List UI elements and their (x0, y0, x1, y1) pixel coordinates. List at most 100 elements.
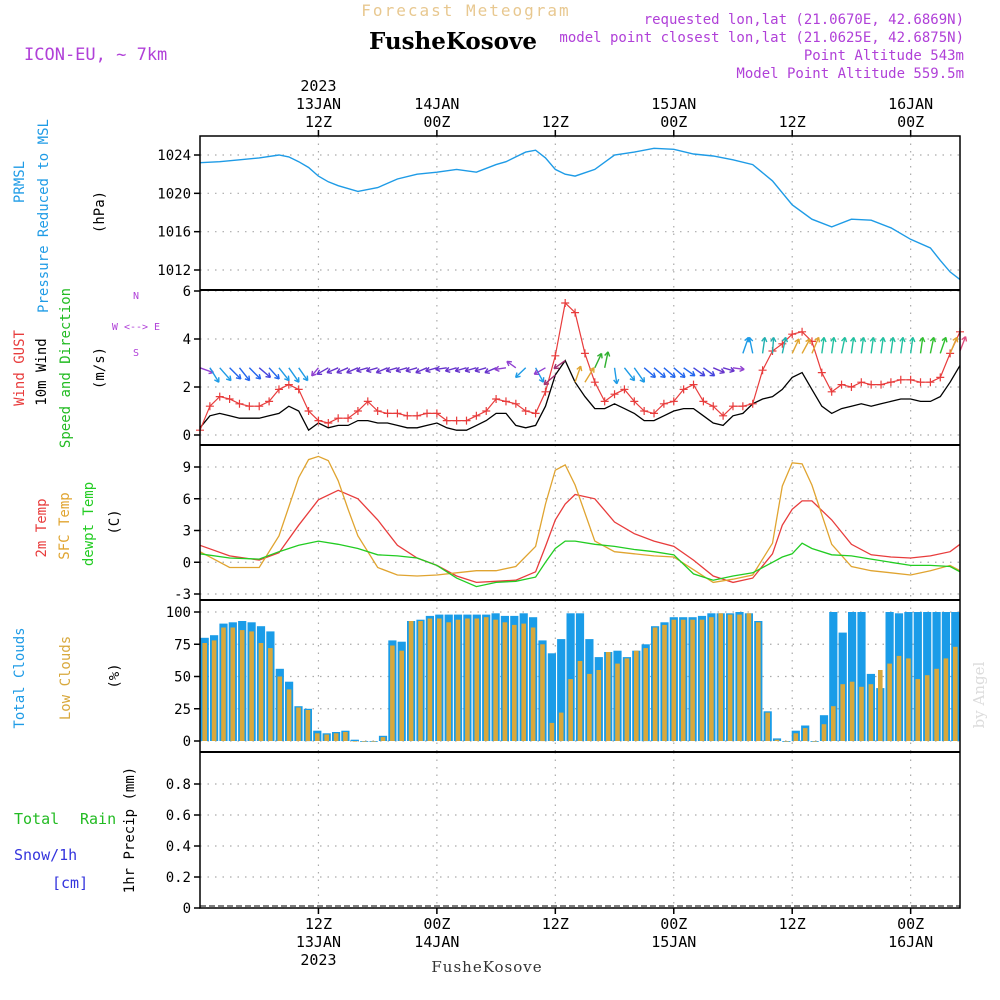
low-cloud-bar (849, 681, 855, 741)
wind-vector-shaft (663, 367, 676, 378)
wind-vector (336, 367, 349, 374)
wind-10m-label: 10m Wind (34, 338, 50, 405)
wind-vector-head (919, 336, 926, 343)
wind-vector-shaft (584, 367, 595, 383)
time-label-top: 16JAN (888, 95, 933, 113)
plot-area: 1012 1016 1020 1024 0 2 4 6 -3 0 3 6 9 0 25 50 75 100 0 0.2… (157, 77, 968, 969)
precip-snow-unit: [cm] (52, 874, 88, 892)
wind-vector-shaft (336, 367, 349, 374)
low-cloud-bar (493, 619, 498, 741)
wind-vector-shaft (258, 367, 271, 378)
wind-vector-head (543, 379, 550, 386)
wind-vector-head (830, 336, 837, 343)
wind-vector-shaft (574, 365, 582, 383)
wind-vector (613, 367, 620, 385)
wind-vector-shaft (870, 337, 875, 354)
wind-gust-marker (363, 397, 372, 406)
wind-gust-marker (669, 397, 678, 406)
wind-vector-head (225, 375, 232, 382)
wind-vector (712, 367, 726, 374)
wind-vector-shaft (356, 367, 368, 372)
wind-vector-head (405, 366, 411, 373)
wind-vector-head (553, 363, 560, 370)
wind-vector-shaft (603, 351, 609, 368)
wind-gust-marker (689, 380, 698, 389)
wind-vector-shaft (742, 337, 750, 354)
wind-vector-shaft (435, 367, 447, 371)
wind-gust-marker (294, 385, 303, 394)
wind-vector-shaft (919, 337, 924, 354)
low-cloud-bar (709, 617, 714, 741)
wind-vector (820, 336, 827, 354)
wind-vector (316, 367, 329, 376)
wind-vector (603, 351, 611, 368)
wind-vector-shaft (722, 367, 735, 372)
wind-vector (702, 367, 716, 377)
wind-gust-marker (867, 380, 876, 389)
wind-vector (899, 336, 906, 354)
wind-vector-shaft (278, 367, 290, 382)
wind-vector-shaft (506, 360, 517, 369)
low-cloud-bar (662, 624, 667, 741)
low-cloud-bar (784, 741, 789, 742)
wind-gust-marker (215, 392, 224, 401)
wind-vector-shaft (219, 367, 232, 382)
wind-vector-shaft (594, 353, 603, 369)
wind-gust-marker (847, 383, 856, 391)
low-cloud-bar (399, 650, 404, 741)
low-cloud-bar (483, 617, 489, 741)
temp-labels: 2m Temp SFC Temp dewpt Temp (C) (34, 482, 123, 566)
time-label-bottom: 00Z (660, 915, 687, 933)
wind-vector (506, 360, 517, 369)
wind-gust-marker (225, 395, 234, 403)
wind-vector (385, 366, 398, 373)
wind-gust-marker (600, 397, 609, 406)
low-cloud-bar (802, 728, 808, 741)
wind-vector-head (365, 366, 372, 373)
compass-north: N (133, 291, 139, 302)
wind-vector-shaft (425, 367, 438, 372)
wind-vector-head (425, 366, 431, 373)
wind-vector-head (576, 365, 583, 372)
wind-gust-marker (551, 351, 560, 360)
time-label-bottom: 14JAN (414, 933, 459, 951)
total-cloud-bar (547, 653, 556, 741)
wind-vector (229, 367, 242, 380)
low-cloud-bar (746, 613, 752, 741)
low-cloud-bar (521, 623, 526, 741)
prmsl-label: PRMSL (12, 161, 28, 203)
low-cloud-bar (352, 741, 358, 742)
wind-gust-marker (442, 416, 451, 425)
point-altitude: Point Altitude 543m (804, 48, 964, 64)
wind-vector (673, 367, 686, 379)
wind-vector-head (820, 336, 827, 343)
low-cloud-bar (690, 619, 695, 741)
wind-vector-head (689, 370, 696, 377)
time-label-bottom: 12Z (779, 915, 806, 933)
wind-vector-shaft (474, 367, 487, 372)
time-label-bottom: 2023 (300, 951, 336, 969)
wind-vector-head (719, 368, 726, 374)
wind-vector (533, 367, 546, 376)
y-tick-label: 0 (183, 555, 191, 571)
low-cloud-bar (211, 640, 217, 741)
low-cloud-bar (943, 658, 949, 741)
wind-vector-shaft (959, 336, 967, 352)
wind-vector-head (474, 366, 481, 373)
y-tick-label: 0 (183, 901, 191, 917)
low-cloud-bar (446, 622, 451, 741)
y-tick-label: 25 (174, 702, 191, 718)
wind-vector (415, 367, 428, 374)
wind-vector-head (385, 366, 392, 373)
low-cloud-bar (652, 627, 658, 741)
wind-vector (929, 336, 937, 354)
temp-sfc-label: SFC Temp (57, 492, 73, 559)
wind-vector-head (375, 368, 382, 374)
wind-vector (889, 336, 896, 354)
total-cloud-bar (350, 739, 359, 741)
temp-unit: (C) (107, 509, 123, 534)
wind-vector-head (747, 336, 754, 343)
pressure-labels: PRMSL Pressure Reduced to MSL (hPa) (12, 119, 108, 313)
low-cloud-bar (896, 655, 902, 741)
wind-vector (869, 336, 877, 354)
